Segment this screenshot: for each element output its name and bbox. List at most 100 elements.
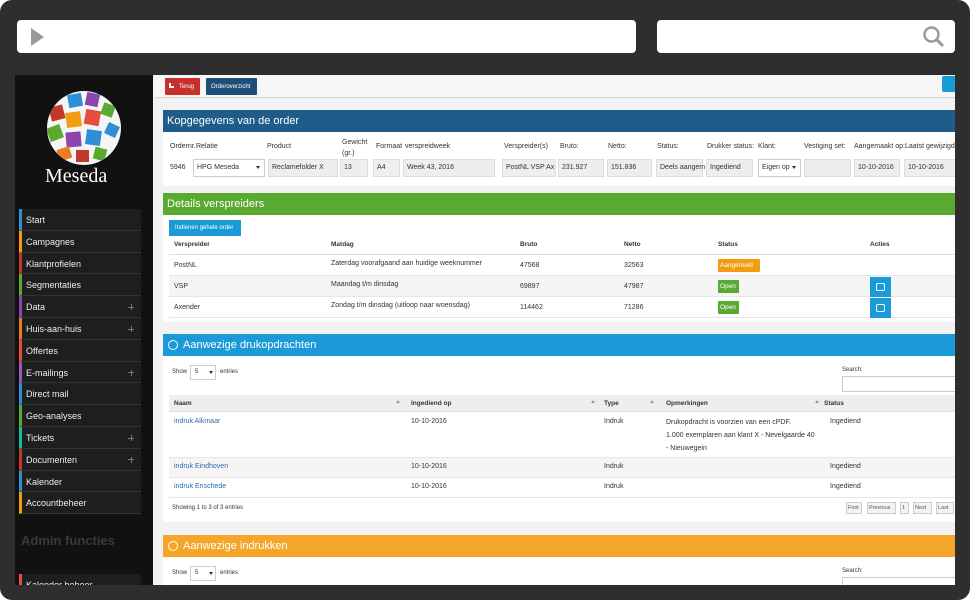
table-row [169,478,955,498]
menu-item[interactable] [19,492,141,515]
field-input[interactable] [558,159,604,177]
menu-item[interactable] [19,574,141,585]
status-badge [718,301,739,314]
table-row [169,276,955,297]
field-label: Product [267,143,292,150]
cell-remark: Drukopdracht is voorzien van een cPDF. [666,419,791,426]
field-value: Deels aangem [660,164,706,171]
panel-title: Details verspreiders [167,198,265,210]
page-button[interactable] [900,502,909,514]
toolbar [155,75,955,98]
sort-icon [396,400,400,403]
field-value: Ingediend [710,164,741,171]
menu-item[interactable] [19,209,141,231]
job-link[interactable]: indruk Alkmaar [174,418,221,425]
back-button[interactable] [165,78,200,95]
cell-net: 47987 [624,282,644,290]
panel-title: Aanwezige drukopdrachten [183,339,317,351]
status-label: Open [720,303,736,311]
action-icon [876,282,885,291]
page-button[interactable] [936,502,954,514]
panel-header [163,110,955,132]
length-select[interactable] [190,365,216,380]
page-button[interactable] [867,502,896,514]
page-button[interactable] [913,502,932,514]
field-input[interactable] [758,159,801,177]
field-input[interactable] [403,159,495,177]
menu-item[interactable] [19,470,141,493]
menu-item[interactable] [19,318,141,340]
field-label: Verspreider(s) [504,143,548,150]
menu-item[interactable] [19,448,141,471]
action-button[interactable] [870,297,891,318]
menu-item[interactable] [19,230,141,253]
field-input[interactable] [904,159,955,177]
cell-day: Zaterdag voorafgaand aan huidige weeknum… [331,260,482,267]
job-link[interactable]: indruk Enschede [174,483,227,490]
page-button-label: Last [938,505,949,511]
field-input[interactable] [656,159,703,177]
status-label: Aangemeld [720,261,753,269]
field-value: 5946 [170,164,186,171]
panel-header [163,193,955,215]
status-badge [718,259,760,272]
cell-type: Indruk [604,418,624,425]
menu-label: Huis-aan-huis [26,324,82,334]
cell-net: 71286 [624,303,644,311]
field-input[interactable] [706,159,753,177]
table-row [169,255,955,276]
menu-item[interactable] [19,361,141,384]
cell-date: 10-10-2016 [411,483,447,490]
action-button[interactable] [870,276,891,297]
field-input[interactable] [607,159,652,177]
menu-item[interactable] [19,252,141,275]
field-value: A4 [377,164,386,171]
field-input[interactable] [804,159,851,177]
column-header: Opmerkingen [666,400,708,407]
expand-icon-v [130,304,132,311]
field-input[interactable] [340,159,368,177]
field-label: Status: [657,143,679,150]
menu-item[interactable] [19,274,141,297]
field-input[interactable] [373,159,400,177]
field-value: PostNL VSP Ax [506,164,555,171]
cell-gross: 47568 [520,261,540,269]
search-input[interactable] [842,376,955,392]
length-select[interactable] [190,566,216,581]
overview-button-label: Orderoverzicht [211,83,251,90]
field-input[interactable] [854,159,900,177]
search-input[interactable] [842,577,955,585]
page-button[interactable] [846,502,862,514]
column-header: Acties [870,241,890,248]
menu-item[interactable] [19,405,141,427]
field-input[interactable] [268,159,338,177]
cell-status: Ingediend [830,418,861,425]
menu-item[interactable] [19,383,141,406]
field-label: Gewicht (gr.) [342,139,368,157]
field-value: 13 [344,164,352,171]
job-link[interactable]: indruk Eindhoven [174,463,229,470]
page-button-label: 1 [902,505,906,511]
cell-gross: 114462 [520,303,543,311]
search-bar[interactable] [657,20,955,53]
field-input[interactable] [193,159,265,177]
field-value: 10-10-2016 [908,164,944,171]
menu-label: Start [26,215,46,225]
table-info: Showing 1 to 3 of 3 entries [172,505,244,511]
field-label: Vestiging set: [804,143,846,150]
menu-item[interactable] [19,339,141,362]
submit-button[interactable] [169,220,241,236]
help-button[interactable] [942,76,955,92]
cell-name: VSP [174,282,189,290]
overview-button[interactable] [206,78,257,95]
menu-item[interactable] [19,427,141,449]
menu-label: Campagnes [26,236,75,247]
menu-item[interactable] [19,296,141,318]
action-icon [876,303,885,312]
page-button-label: Previous [869,505,891,511]
field-label: Drukker status: [707,143,755,150]
field-input[interactable] [502,159,556,177]
address-bar[interactable] [17,20,636,53]
cell-date: 10-10-2016 [411,418,447,425]
